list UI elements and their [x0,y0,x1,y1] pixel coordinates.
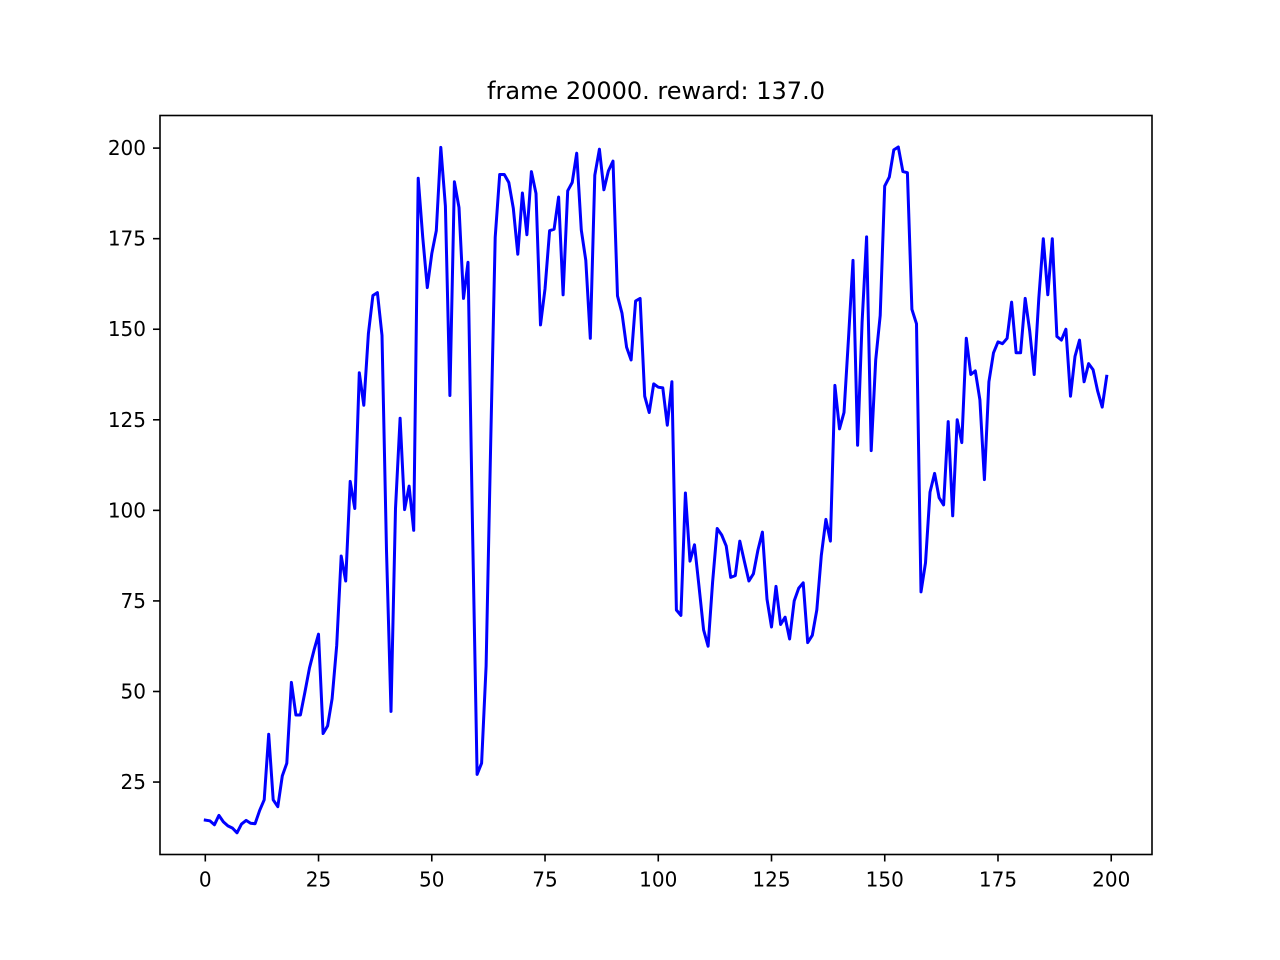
y-tick-label: 75 [121,589,146,613]
y-tick-label: 150 [108,317,146,341]
reward-series-line [203,145,1109,835]
y-tick-label: 25 [121,770,146,794]
x-tick-label: 0 [199,868,212,892]
x-tick-label: 75 [532,868,557,892]
x-tick-label: 25 [306,868,331,892]
x-axis: 0 25 50 75 100 125 150 175 200 [199,854,1130,892]
chart-title: frame 20000. reward: 137.0 [487,77,825,105]
plot-frame [159,114,1153,856]
x-tick-label: 50 [419,868,444,892]
y-tick-label: 100 [108,498,146,522]
y-tick-label: 125 [108,408,146,432]
y-axis: 25 50 75 100 125 150 175 200 [108,136,160,794]
x-tick-label: 125 [752,868,790,892]
y-tick-label: 50 [121,679,146,703]
y-tick-label: 175 [108,227,146,251]
x-tick-label: 200 [1092,868,1130,892]
x-tick-label: 100 [639,868,677,892]
x-tick-label: 175 [979,868,1017,892]
x-tick-label: 150 [866,868,904,892]
y-tick-label: 200 [108,136,146,160]
